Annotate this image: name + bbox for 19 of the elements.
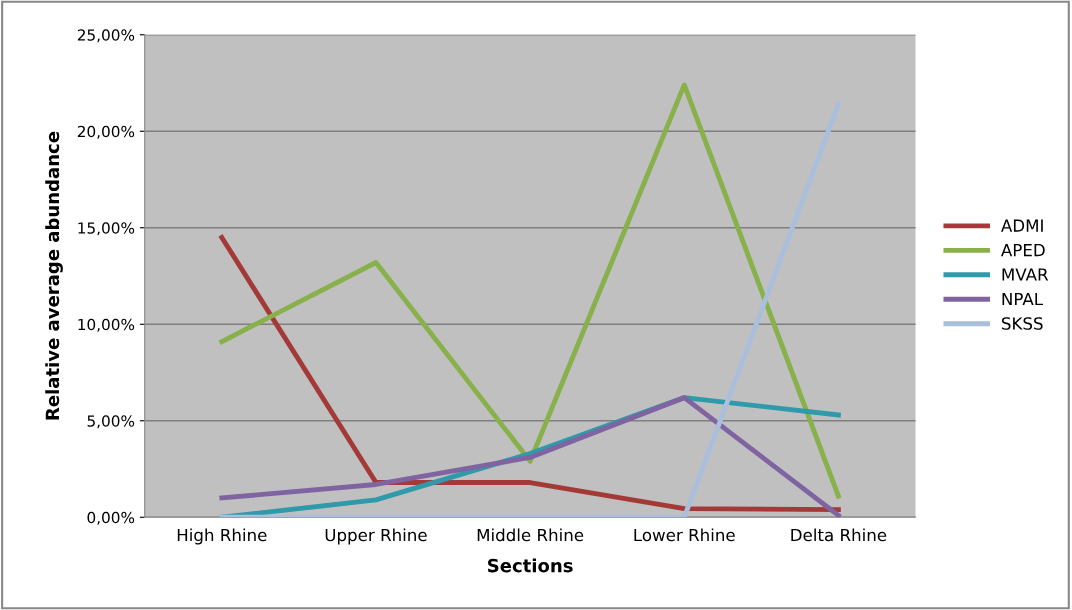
y-tick-label: 10,00% — [78, 318, 135, 332]
x-tick-label: High Rhine — [177, 528, 267, 545]
line-series — [219, 234, 841, 512]
y-axis-title: Relative average abundance — [45, 131, 63, 420]
legend-label: SKSS — [1002, 317, 1043, 330]
x-tick-label: Delta Rhine — [791, 528, 887, 542]
legend-label: MVAR — [1002, 268, 1049, 281]
legend-label: ADMI — [1001, 219, 1043, 232]
y-tick-label: 15,00% — [78, 222, 135, 236]
x-axis-title: Sections — [488, 558, 573, 573]
y-tick-label: 25,00% — [77, 29, 135, 43]
x-tick-label: Upper Rhine — [325, 528, 427, 545]
x-tick-label: Middle Rhine — [477, 528, 584, 542]
y-tick-label: 0,00% — [87, 511, 135, 525]
legend-label: APED — [1001, 244, 1045, 257]
y-tick-label: 20,00% — [77, 125, 135, 139]
y-tick-label: 5,00% — [87, 415, 135, 429]
x-tick-label: Lower Rhine — [634, 528, 735, 542]
legend-label: NPAL — [1002, 292, 1043, 306]
